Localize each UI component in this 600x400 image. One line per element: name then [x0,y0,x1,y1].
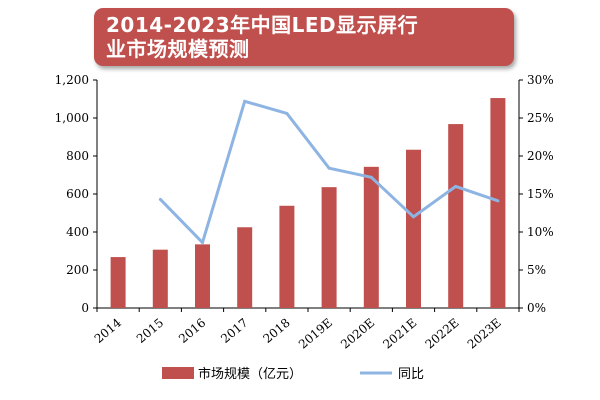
line-point [327,166,331,170]
bar [152,249,168,308]
bar [195,244,210,308]
line-point [496,199,500,203]
line-point [454,184,458,188]
bar [448,124,464,308]
bar [110,257,126,308]
x-tick-label: 2015 [134,316,166,346]
x-tick-label: 2023E [465,316,504,352]
y-left-tick-label: 0 [81,301,89,315]
bar [363,166,379,308]
y-left-tick-label: 400 [66,225,89,239]
line-point [243,99,247,103]
bar [321,187,337,308]
legend-swatch-bar [162,367,194,379]
x-tick-label: 2020E [338,316,377,352]
y-right-tick-label: 5% [527,263,546,277]
line-point [369,175,373,179]
x-tick-label: 2019E [296,316,335,352]
bar [490,98,506,308]
y-right-tick-label: 0% [527,301,546,315]
line-point [201,241,204,245]
y-right-tick-label: 15% [527,187,554,201]
x-tick-label: 2022E [423,316,462,352]
chart-title-line-2: 业市场规模预测 [106,37,250,61]
legend-label-line: 同比 [398,367,424,382]
x-tick-label: 2017 [218,316,250,346]
line-point [285,111,289,115]
x-tick-label: 2014 [92,315,125,346]
x-tick-label: 2018 [260,316,292,346]
bar [279,205,295,308]
line-point [412,215,415,219]
chart-title: 2014-2023年中国LED显示屏行 业市场规模预测 [94,8,514,66]
bar [406,149,421,308]
chart-title-line-1: 2014-2023年中国LED显示屏行 [106,13,419,37]
bar [237,227,253,308]
y-right-tick-label: 25% [527,111,554,125]
y-right-tick-label: 10% [527,225,554,239]
x-tick-label: 2016 [176,316,208,346]
y-left-tick-label: 1,200 [55,73,89,87]
line-point [158,197,162,201]
y-right-tick-label: 30% [527,73,554,87]
y-left-tick-label: 200 [66,263,89,277]
y-left-tick-label: 800 [66,149,89,163]
x-tick-label: 2021E [380,316,419,352]
legend-label-bar: 市场规模（亿元） [198,366,302,382]
y-left-tick-label: 1,000 [55,111,89,125]
y-right-tick-label: 20% [527,149,554,163]
y-left-tick-label: 600 [66,187,89,201]
